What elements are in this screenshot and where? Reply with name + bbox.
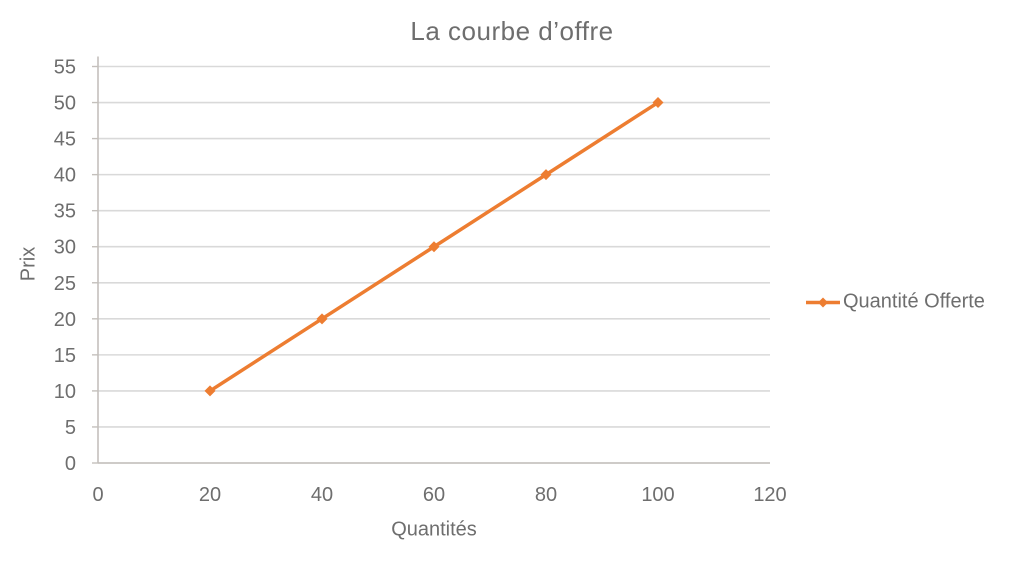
y-tick-label: 55 (54, 57, 76, 79)
y-tick-label: 45 (54, 129, 76, 151)
y-tick-label: 25 (54, 273, 76, 295)
y-tick-label: 20 (54, 309, 76, 331)
y-tick-label: 40 (54, 165, 76, 187)
x-tick-label: 20 (199, 484, 221, 506)
y-tick-label: 35 (54, 201, 76, 223)
chart-title: La courbe d’offre (410, 16, 614, 46)
data-point-marker (204, 385, 216, 397)
legend: Quantité Offerte (806, 291, 985, 314)
y-tick-label: 30 (54, 237, 76, 259)
data-point-marker (316, 313, 328, 325)
x-tick-label: 40 (311, 484, 333, 506)
series-line-marker-icon (806, 297, 840, 307)
x-axis-title: Quantités (391, 518, 477, 541)
data-point-marker (428, 241, 440, 253)
x-tick-label: 100 (641, 484, 674, 506)
x-tick-label: 60 (423, 484, 445, 506)
y-tick-label: 10 (54, 381, 76, 403)
y-axis-title: Prix (17, 246, 40, 282)
x-tick-label: 0 (92, 484, 103, 506)
x-tick-label: 120 (753, 484, 786, 506)
y-tick-label: 15 (54, 345, 76, 367)
legend-diamond (818, 297, 828, 307)
data-point-marker (540, 169, 552, 181)
data-point-marker (652, 97, 664, 109)
y-tick-label: 5 (65, 417, 76, 439)
y-tick-label: 0 (65, 453, 76, 475)
x-tick-label: 80 (535, 484, 557, 506)
legend-label: Quantité Offerte (843, 290, 985, 313)
y-tick-label: 50 (54, 93, 76, 115)
